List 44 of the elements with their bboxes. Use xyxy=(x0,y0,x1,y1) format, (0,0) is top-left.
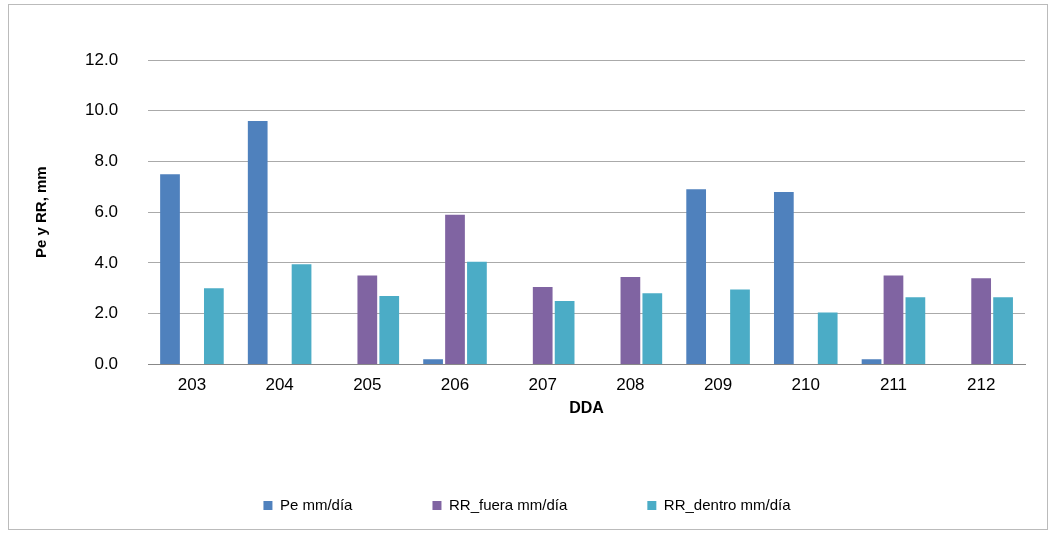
x-tick-label: 208 xyxy=(616,375,645,395)
bar xyxy=(620,276,641,364)
x-tick-label: 206 xyxy=(440,375,470,395)
bar xyxy=(247,120,268,364)
y-tick-label: 6.0 xyxy=(94,201,119,221)
bar xyxy=(773,191,794,364)
x-axis-title: DDA xyxy=(569,398,605,416)
bar xyxy=(467,261,487,364)
bar xyxy=(686,189,707,364)
x-tick-label: 209 xyxy=(703,375,733,395)
y-tick-label: 8.0 xyxy=(94,151,119,171)
bar xyxy=(423,359,443,364)
y-tick-label: 12.0 xyxy=(84,49,119,69)
x-tick-label: 204 xyxy=(265,375,294,395)
bar xyxy=(905,297,926,364)
bar xyxy=(642,293,663,364)
legend-label: Pe mm/día xyxy=(279,495,354,513)
x-tick-label: 211 xyxy=(879,375,908,395)
bar xyxy=(971,278,992,364)
bar xyxy=(730,289,750,364)
bar xyxy=(445,214,465,364)
bar xyxy=(883,275,904,364)
bar xyxy=(379,295,400,364)
x-tick-label: 207 xyxy=(528,375,557,395)
bar xyxy=(291,264,312,364)
x-tick-label: 212 xyxy=(966,375,996,395)
x-tick-label: 210 xyxy=(791,375,820,395)
bar xyxy=(357,275,378,364)
x-tick-label: 205 xyxy=(353,375,382,395)
bar xyxy=(554,300,575,364)
y-tick-label: 4.0 xyxy=(94,252,119,272)
x-tick-label: 203 xyxy=(177,375,207,395)
bar xyxy=(993,297,1013,364)
y-axis-title: Pe y RR, mm xyxy=(32,166,50,259)
bar xyxy=(532,287,553,364)
bar xyxy=(817,312,838,364)
bar xyxy=(861,359,882,364)
y-tick-label: 0.0 xyxy=(94,354,119,374)
bar xyxy=(160,174,180,364)
y-tick-label: 2.0 xyxy=(94,303,119,323)
y-tick-label: 10.0 xyxy=(84,100,119,120)
legend-label: RR_dentro mm/día xyxy=(663,495,792,513)
bar xyxy=(203,288,224,364)
legend-label: RR_fuera mm/día xyxy=(448,495,568,513)
